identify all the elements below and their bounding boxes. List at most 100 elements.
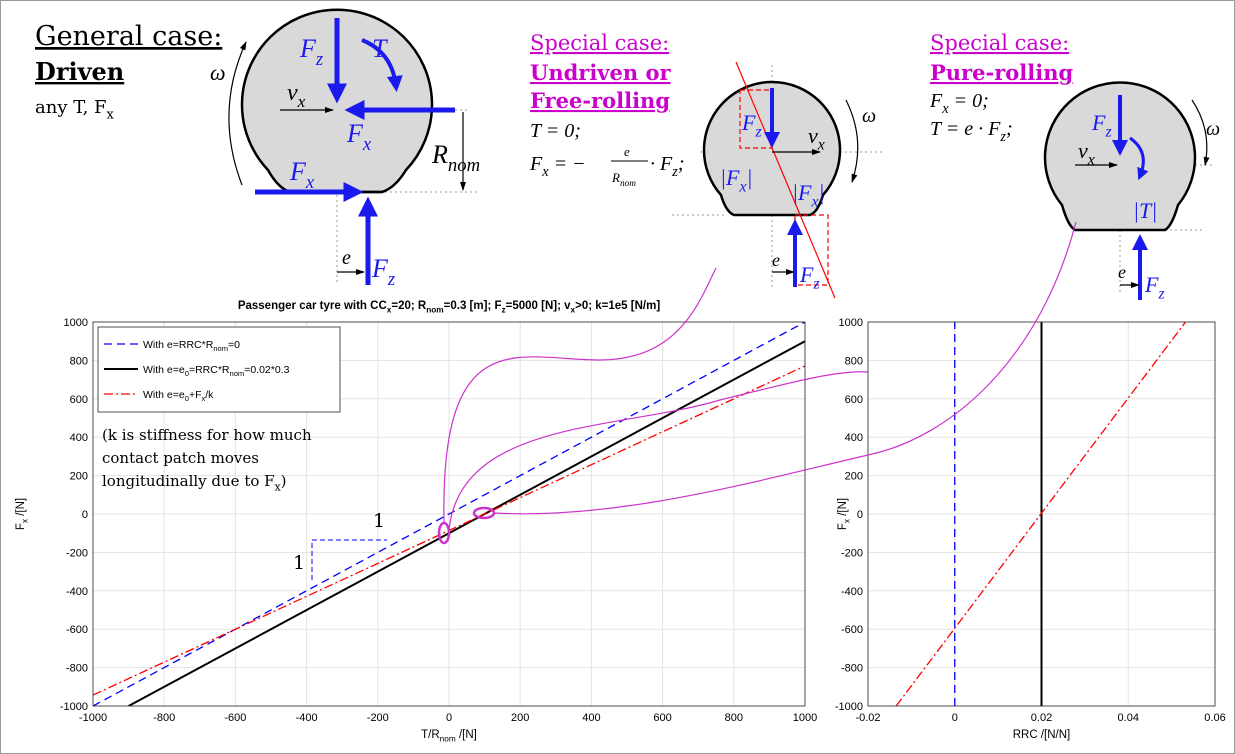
annotation: 1: [373, 510, 385, 532]
x-axis-label: RRC /[N/N]: [1013, 729, 1071, 741]
symbol: |Fx|: [792, 180, 825, 211]
text-part: z: [315, 49, 324, 70]
text-part: =0: [228, 339, 240, 351]
text-part: x: [571, 305, 576, 314]
text-part: |: [747, 165, 753, 190]
text-part: x: [20, 518, 29, 523]
y-tick-label: -400: [841, 586, 863, 598]
force-arrows: [1112, 95, 1149, 300]
text-part: e: [624, 144, 630, 159]
x-axis-label: T/Rnom /[N]: [421, 729, 477, 743]
text-part: ω: [862, 105, 876, 127]
text-part: x: [107, 107, 115, 122]
y-axis-label: Fx /[N]: [15, 498, 29, 530]
text-part: v: [287, 80, 298, 106]
series-line: [128, 340, 805, 706]
text-part: ω: [1206, 118, 1220, 140]
y-tick-label: 800: [70, 355, 88, 367]
series-line: [895, 322, 1187, 706]
text-part: x: [842, 518, 851, 523]
equation: Fx = 0;: [929, 90, 989, 117]
force-arrows: [255, 18, 455, 285]
text-part: nom: [448, 155, 480, 176]
series-line: [93, 322, 805, 706]
panel-title: Pure-rolling: [930, 60, 1073, 85]
text-part: =0.02*0.3: [244, 364, 289, 376]
text-part: =5000 [N]; v: [506, 300, 571, 312]
text-part: With e=RRC*R: [143, 339, 214, 351]
symbol: |Fx|: [720, 165, 753, 196]
text-part: Passenger car tyre with CC: [238, 300, 387, 312]
symbol: ω: [210, 60, 226, 85]
x-tick-label: 0.02: [1031, 712, 1052, 724]
text-part: |F: [792, 180, 812, 205]
chart: -1000-800-600-400-20002004006008001000-1…: [15, 300, 817, 743]
symbol: ω: [862, 105, 876, 127]
y-tick-label: -200: [66, 547, 88, 559]
x-tick-label: -200: [367, 712, 389, 724]
x-tick-label: 0.04: [1118, 712, 1139, 724]
text-part: |: [819, 180, 825, 205]
text-part: v: [808, 123, 818, 148]
symbol: e: [772, 250, 780, 270]
text-part: x: [275, 481, 281, 494]
symbol: Fz: [741, 110, 762, 141]
y-tick-label: 0: [82, 509, 88, 521]
symbol: Fz: [299, 34, 324, 70]
text-part: F: [15, 523, 27, 530]
text-part: R: [611, 170, 620, 185]
text-part: x: [362, 134, 372, 155]
wheel-diagrams: [228, 8, 1215, 300]
y-tick-label: 600: [845, 394, 863, 406]
text-part: x: [305, 172, 315, 193]
text-part: = −: [549, 153, 586, 175]
text-part: F: [529, 153, 543, 175]
text-part: z: [999, 129, 1006, 145]
text-part: nom: [230, 369, 245, 378]
text-part: z: [502, 305, 506, 314]
annotation: (k is stiffness for how much: [102, 426, 312, 444]
text-part: F: [1144, 272, 1159, 297]
text-part: |F: [720, 165, 740, 190]
text-part: R: [431, 140, 448, 169]
text-part: F: [371, 254, 389, 283]
text-part: x: [541, 164, 549, 180]
x-tick-label: -1000: [79, 712, 107, 724]
text-part: e: [772, 250, 780, 270]
text-part: With e=e: [143, 389, 185, 401]
annotation: contact patch moves: [102, 449, 259, 467]
symbol: Fz: [1091, 110, 1112, 141]
y-tick-label: 400: [845, 432, 863, 444]
text-part: =RRC*R: [189, 364, 230, 376]
text-part: T = 0;: [530, 120, 581, 142]
text-part: F: [346, 119, 364, 148]
symbol: Fz: [371, 254, 396, 290]
equation: e: [624, 144, 630, 159]
force-arrows: [764, 88, 803, 287]
text-part: x: [387, 305, 392, 314]
panel-title: Undriven or: [530, 60, 671, 85]
symbol: vx: [287, 80, 306, 111]
x-tick-label: -600: [224, 712, 246, 724]
x-tick-label: 800: [725, 712, 743, 724]
x-tick-label: 400: [582, 712, 600, 724]
legend-label: With e=e0=RRC*Rnom=0.02*0.3: [143, 364, 290, 378]
symbol: Fz: [1144, 272, 1165, 303]
wheel: [1043, 81, 1197, 232]
text-part: ;: [1006, 118, 1013, 140]
y-tick-label: 1000: [64, 317, 88, 329]
text-part: nom: [426, 305, 443, 314]
text-part: With e=e: [143, 364, 185, 376]
text-part: 1: [373, 510, 385, 532]
text-part: RRC /[N/N]: [1013, 729, 1071, 741]
text-part: nom: [620, 179, 636, 189]
x-tick-label: 0: [952, 712, 958, 724]
text-part: z: [1157, 286, 1164, 303]
x-tick-label: 200: [511, 712, 529, 724]
text-part: z: [671, 164, 678, 180]
panel-heading: General case:: [35, 21, 222, 52]
panel-title: Free-rolling: [530, 88, 670, 113]
dimension-arrows: [772, 99, 859, 275]
